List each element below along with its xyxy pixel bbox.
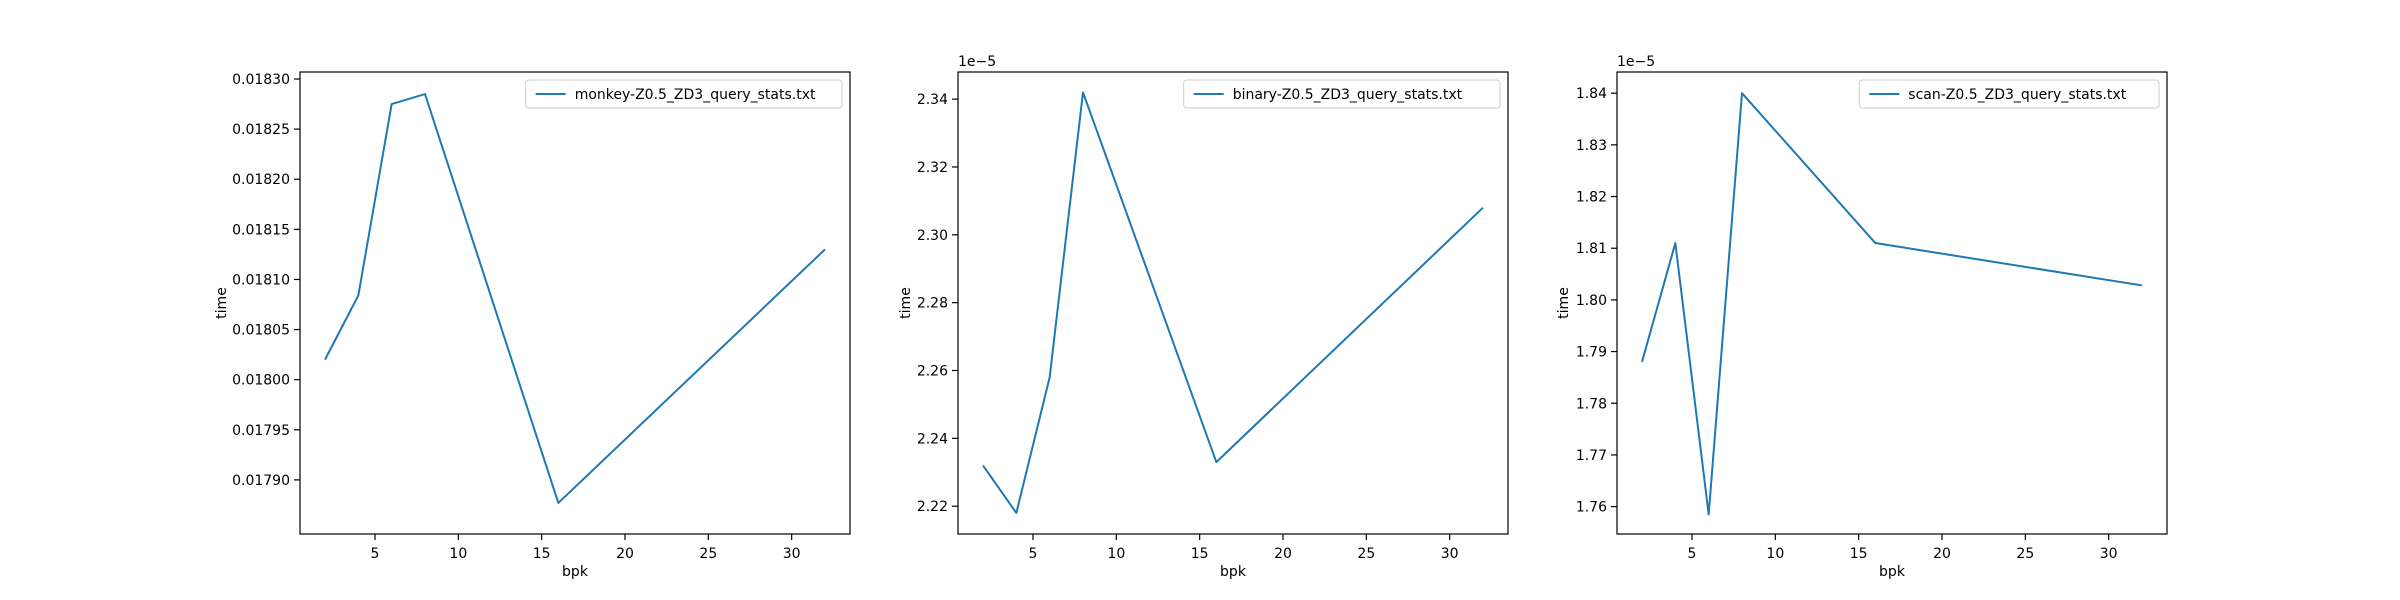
y-tick-label: 1.84 — [1576, 86, 1607, 102]
legend-box — [1183, 79, 1501, 109]
x-tick-label: 10 — [1766, 546, 1784, 562]
y-tick-label: 1.77 — [1576, 448, 1607, 464]
y-tick-label: 0.01810 — [232, 272, 290, 288]
y-tick-label: 0.01825 — [232, 122, 290, 138]
y-tick-label: 2.24 — [917, 431, 948, 447]
y-tick-label: 1.79 — [1576, 345, 1607, 361]
x-tick-label: 25 — [699, 546, 717, 562]
y-axis-label: time — [898, 287, 914, 319]
x-tick-label: 15 — [1850, 546, 1868, 562]
y-tick-label: 0.01820 — [232, 172, 290, 188]
y-tick-label: 2.34 — [917, 92, 948, 108]
y-tick-label: 0.01805 — [232, 323, 290, 339]
legend-box — [1858, 79, 2160, 109]
x-tick-label: 20 — [1274, 546, 1292, 562]
x-tick-label: 15 — [1191, 546, 1209, 562]
y-tick-label: 0.01830 — [232, 72, 290, 88]
subplot-scan: 1e−5 bpk time 5 10 15 20 25 30 1.76 1.77 1.78 1.7… — [1556, 54, 2168, 580]
plot-area-frame — [1616, 71, 2168, 535]
offset-text: 1e−5 — [958, 54, 996, 70]
x-tick-label: 10 — [1107, 546, 1125, 562]
x-tick-label: 5 — [371, 546, 380, 562]
y-tick-label: 2.22 — [917, 499, 948, 515]
y-tick-label: 1.76 — [1576, 500, 1607, 516]
y-tick-label: 2.26 — [917, 364, 948, 380]
plot-area-frame — [299, 71, 851, 535]
series-line — [324, 93, 826, 504]
y-tick-label: 1.82 — [1576, 190, 1607, 206]
subplot-binary: 1e−5 bpk time 5 10 15 20 25 30 2.22 2.24 2.26 2.2… — [898, 54, 1509, 580]
x-tick-label: 20 — [616, 546, 634, 562]
x-tick-label: 25 — [1357, 546, 1375, 562]
series-line — [982, 91, 1484, 514]
y-tick-label: 2.32 — [917, 160, 948, 176]
x-axis-label: bpk — [562, 564, 589, 580]
offset-text: 1e−5 — [1617, 54, 1655, 70]
y-tick-label: 2.28 — [917, 296, 948, 312]
x-tick-label: 5 — [1029, 546, 1038, 562]
x-axis-label: bpk — [1879, 564, 1906, 580]
legend-label: monkey-Z0.5_ZD3_query_stats.txt — [575, 87, 816, 103]
x-tick-label: 30 — [2100, 546, 2118, 562]
series-line — [1641, 92, 2143, 516]
x-tick-label: 15 — [533, 546, 551, 562]
y-tick-label: 0.01800 — [232, 373, 290, 389]
y-tick-label: 1.81 — [1576, 241, 1607, 257]
y-axis-label: time — [214, 287, 230, 319]
y-tick-label: 0.01815 — [232, 222, 290, 238]
y-tick-label: 0.01790 — [232, 473, 290, 489]
legend-box — [525, 79, 843, 109]
x-tick-label: 20 — [1933, 546, 1951, 562]
x-tick-label: 5 — [1688, 546, 1697, 562]
y-tick-label: 1.78 — [1576, 396, 1607, 412]
legend-label: scan-Z0.5_ZD3_query_stats.txt — [1908, 87, 2126, 103]
y-tick-label: 2.30 — [917, 228, 948, 244]
x-tick-label: 10 — [449, 546, 467, 562]
y-tick-label: 1.83 — [1576, 138, 1607, 154]
y-tick-label: 1.80 — [1576, 293, 1607, 309]
legend-label: binary-Z0.5_ZD3_query_stats.txt — [1233, 87, 1463, 103]
y-tick-label: 0.01795 — [232, 423, 290, 439]
x-tick-label: 30 — [783, 546, 801, 562]
x-axis-label: bpk — [1220, 564, 1247, 580]
y-axis-label: time — [1556, 287, 1572, 319]
x-tick-label: 25 — [2016, 546, 2034, 562]
subplot-monkey: bpk time 5 10 15 20 25 30 0.01790 0.01795 0.0180… — [214, 71, 851, 580]
x-tick-label: 30 — [1441, 546, 1459, 562]
